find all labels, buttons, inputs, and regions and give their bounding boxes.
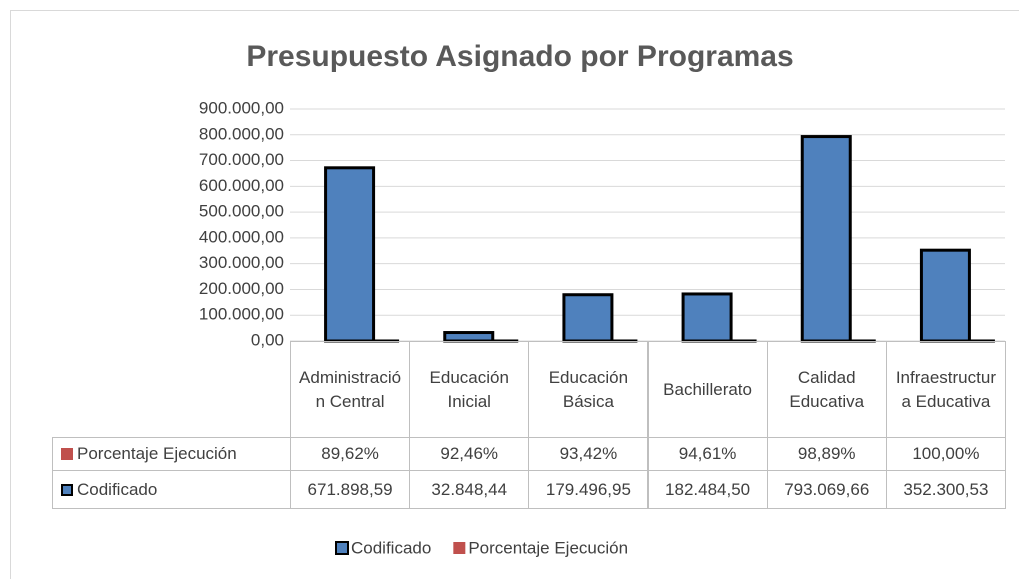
category-cell: Educación Inicial bbox=[409, 341, 530, 438]
table-value: 179.496,95 bbox=[528, 470, 649, 509]
table-row-header: Codificado bbox=[52, 470, 291, 509]
legend-swatch bbox=[453, 542, 466, 554]
y-tick-label: 800.000,00 bbox=[199, 124, 284, 143]
table-value: 352.300,53 bbox=[885, 470, 1006, 509]
series-name: Porcentaje Ejecución bbox=[77, 444, 237, 463]
bar bbox=[800, 135, 852, 343]
category-cell: Administración Central bbox=[290, 341, 411, 438]
legend-label: Codificado bbox=[351, 538, 431, 557]
y-tick-label: 200.000,00 bbox=[199, 279, 284, 298]
bar bbox=[919, 248, 971, 343]
category-cell: Infraestructura Educativa bbox=[885, 341, 1006, 438]
legend-swatch bbox=[61, 483, 73, 496]
table-value: 89,62% bbox=[290, 437, 411, 471]
y-tick-label: 400.000,00 bbox=[199, 227, 284, 246]
y-tick-label: 700.000,00 bbox=[199, 150, 284, 169]
legend-swatch bbox=[335, 541, 349, 555]
y-tick-label: 900.000,00 bbox=[199, 98, 284, 117]
table-row-header: Porcentaje Ejecución bbox=[52, 437, 291, 471]
table-value: 793.069,66 bbox=[766, 470, 887, 509]
table-value: 94,61% bbox=[647, 437, 768, 471]
table-value: 100,00% bbox=[885, 437, 1006, 471]
table-value: 92,46% bbox=[409, 437, 530, 471]
series-name: Codificado bbox=[77, 479, 158, 499]
bar bbox=[324, 166, 376, 343]
table-value: 671.898,59 bbox=[290, 470, 411, 509]
chart-title: Presupuesto Asignado por Programas bbox=[246, 40, 793, 73]
legend-label: Porcentaje Ejecución bbox=[468, 538, 628, 557]
bar bbox=[681, 292, 733, 343]
y-tick-label: 0,00 bbox=[251, 330, 284, 349]
bar bbox=[562, 293, 614, 343]
y-tick-label: 600.000,00 bbox=[199, 176, 284, 195]
y-tick-label: 300.000,00 bbox=[199, 253, 284, 272]
bar bbox=[443, 331, 495, 343]
category-cell: Educación Básica bbox=[528, 341, 649, 438]
category-cell: Bachillerato bbox=[647, 341, 768, 438]
y-tick-label: 100.000,00 bbox=[199, 305, 284, 324]
table-value: 32.848,44 bbox=[409, 470, 530, 509]
table-value: 93,42% bbox=[528, 437, 649, 471]
y-tick-label: 500.000,00 bbox=[199, 202, 284, 221]
legend-swatch bbox=[61, 448, 73, 460]
table-value: 98,89% bbox=[766, 437, 887, 471]
chart-frame bbox=[10, 10, 1019, 579]
table-value: 182.484,50 bbox=[647, 470, 768, 509]
category-cell: Calidad Educativa bbox=[766, 341, 887, 438]
